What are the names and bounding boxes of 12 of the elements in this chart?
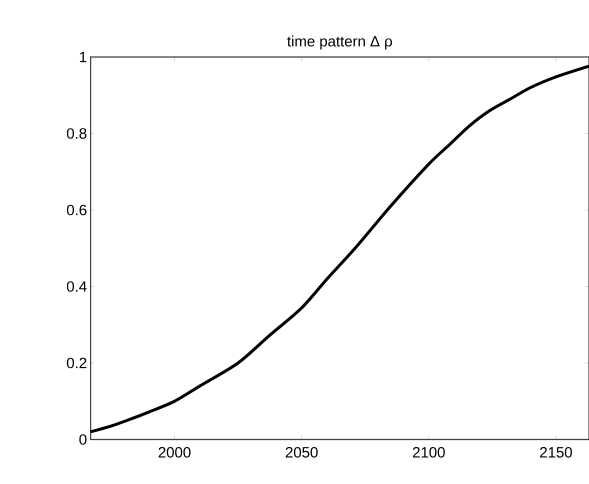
x-tick-label: 2100: [412, 447, 445, 458]
y-tick-label: 0.6: [66, 204, 86, 216]
chart-title: time pattern Δ ρ: [287, 36, 392, 50]
y-tick-label: 0.4: [66, 281, 87, 292]
y-tick-label: 0.2: [66, 358, 86, 368]
x-tick-label: 2000: [158, 447, 191, 458]
line-series: [90, 64, 589, 434]
x-tick-label: 2050: [286, 447, 318, 458]
x-tick-label: 2150: [540, 447, 572, 458]
y-tick-label: 1: [80, 52, 86, 62]
y-tick-label: 0: [79, 434, 86, 445]
y-tick-label: 0.8: [66, 128, 86, 139]
